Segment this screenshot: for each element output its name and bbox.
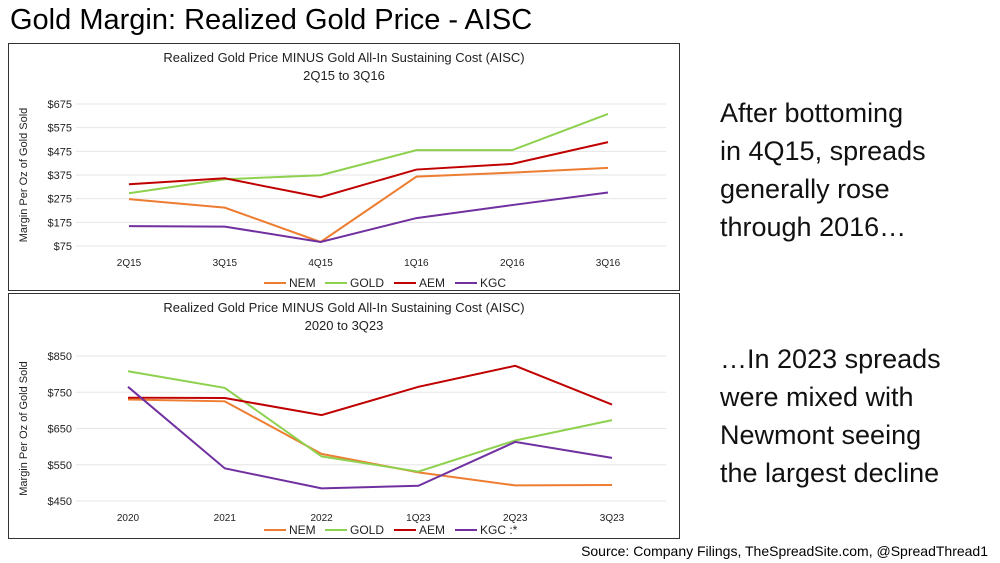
x-tick-label: 1Q23: [406, 513, 431, 524]
y-tick-label: $550: [48, 460, 72, 472]
y-tick-label: $750: [48, 387, 72, 399]
commentary-bottom: …In 2023 spreads were mixed with Newmont…: [720, 340, 941, 492]
chart-svg: Realized Gold Price MINUS Gold All-In Su…: [18, 50, 666, 290]
x-tick-label: 2022: [310, 513, 333, 524]
y-tick-label: $450: [48, 496, 72, 508]
series-line-nem: [128, 166, 609, 244]
commentary-line: Newmont seeing: [720, 420, 922, 450]
y-axis-label: Margin Per Oz of Gold Sold: [18, 361, 30, 496]
legend-label: GOLD: [350, 523, 384, 537]
y-tick-label: $575: [48, 123, 72, 135]
legend-label: KGC :*: [480, 523, 518, 537]
x-tick-label: 2Q15: [117, 258, 142, 269]
y-tick-label: $175: [48, 217, 72, 229]
series-line-gold: [128, 113, 609, 195]
chart-subtitle: 2Q15 to 3Q16: [303, 68, 385, 83]
commentary-line: through 2016…: [720, 212, 907, 242]
series-line-gold: [127, 370, 613, 473]
x-tick-label: 2Q23: [503, 513, 528, 524]
commentary-line: in 4Q15, spreads: [720, 136, 926, 166]
y-tick-label: $275: [48, 194, 72, 206]
legend-label: AEM: [419, 276, 445, 290]
commentary-line: After bottoming: [720, 98, 904, 128]
x-tick-label: 3Q23: [600, 513, 625, 524]
commentary-top: After bottoming in 4Q15, spreads general…: [720, 94, 926, 246]
commentary-line: …In 2023 spreads: [720, 344, 941, 374]
chart-2020-3q23: Realized Gold Price MINUS Gold All-In Su…: [8, 293, 680, 539]
y-tick-label: $850: [48, 351, 72, 363]
chart-title: Realized Gold Price MINUS Gold All-In Su…: [163, 300, 524, 315]
x-tick-label: 3Q16: [596, 258, 621, 269]
y-axis-label: Margin Per Oz of Gold Sold: [18, 108, 30, 243]
y-tick-label: $475: [48, 146, 72, 158]
commentary-line: were mixed with: [720, 382, 914, 412]
x-tick-label: 3Q15: [213, 258, 238, 269]
commentary-line: generally rose: [720, 174, 890, 204]
chart-svg: Realized Gold Price MINUS Gold All-In Su…: [18, 300, 666, 537]
source-note: Source: Company Filings, TheSpreadSite.c…: [581, 543, 988, 559]
chart-title: Realized Gold Price MINUS Gold All-In Su…: [163, 50, 524, 65]
x-tick-label: 4Q15: [308, 258, 333, 269]
slide-title: Gold Margin: Realized Gold Price - AISC: [10, 4, 533, 36]
y-tick-label: $75: [54, 241, 72, 253]
series-line-kgc: [128, 191, 609, 243]
series-line-aem: [127, 364, 613, 417]
commentary-line: the largest decline: [720, 458, 940, 488]
legend-label: AEM: [419, 523, 445, 537]
legend-label: KGC: [480, 276, 506, 290]
series-line-kgc: [127, 386, 613, 490]
x-tick-label: 1Q16: [404, 258, 429, 269]
x-tick-label: 2021: [214, 513, 237, 524]
chart-2q15-3q16: Realized Gold Price MINUS Gold All-In Su…: [8, 43, 680, 291]
series-line-aem: [128, 141, 609, 199]
legend-label: NEM: [289, 276, 316, 290]
chart-subtitle: 2020 to 3Q23: [305, 318, 384, 333]
legend-label: GOLD: [350, 276, 384, 290]
y-tick-label: $650: [48, 424, 72, 436]
legend-label: NEM: [289, 523, 316, 537]
y-tick-label: $375: [48, 170, 72, 182]
y-tick-label: $675: [48, 99, 72, 111]
x-tick-label: 2020: [117, 513, 140, 524]
x-tick-label: 2Q16: [500, 258, 525, 269]
series-line-nem: [127, 398, 613, 487]
